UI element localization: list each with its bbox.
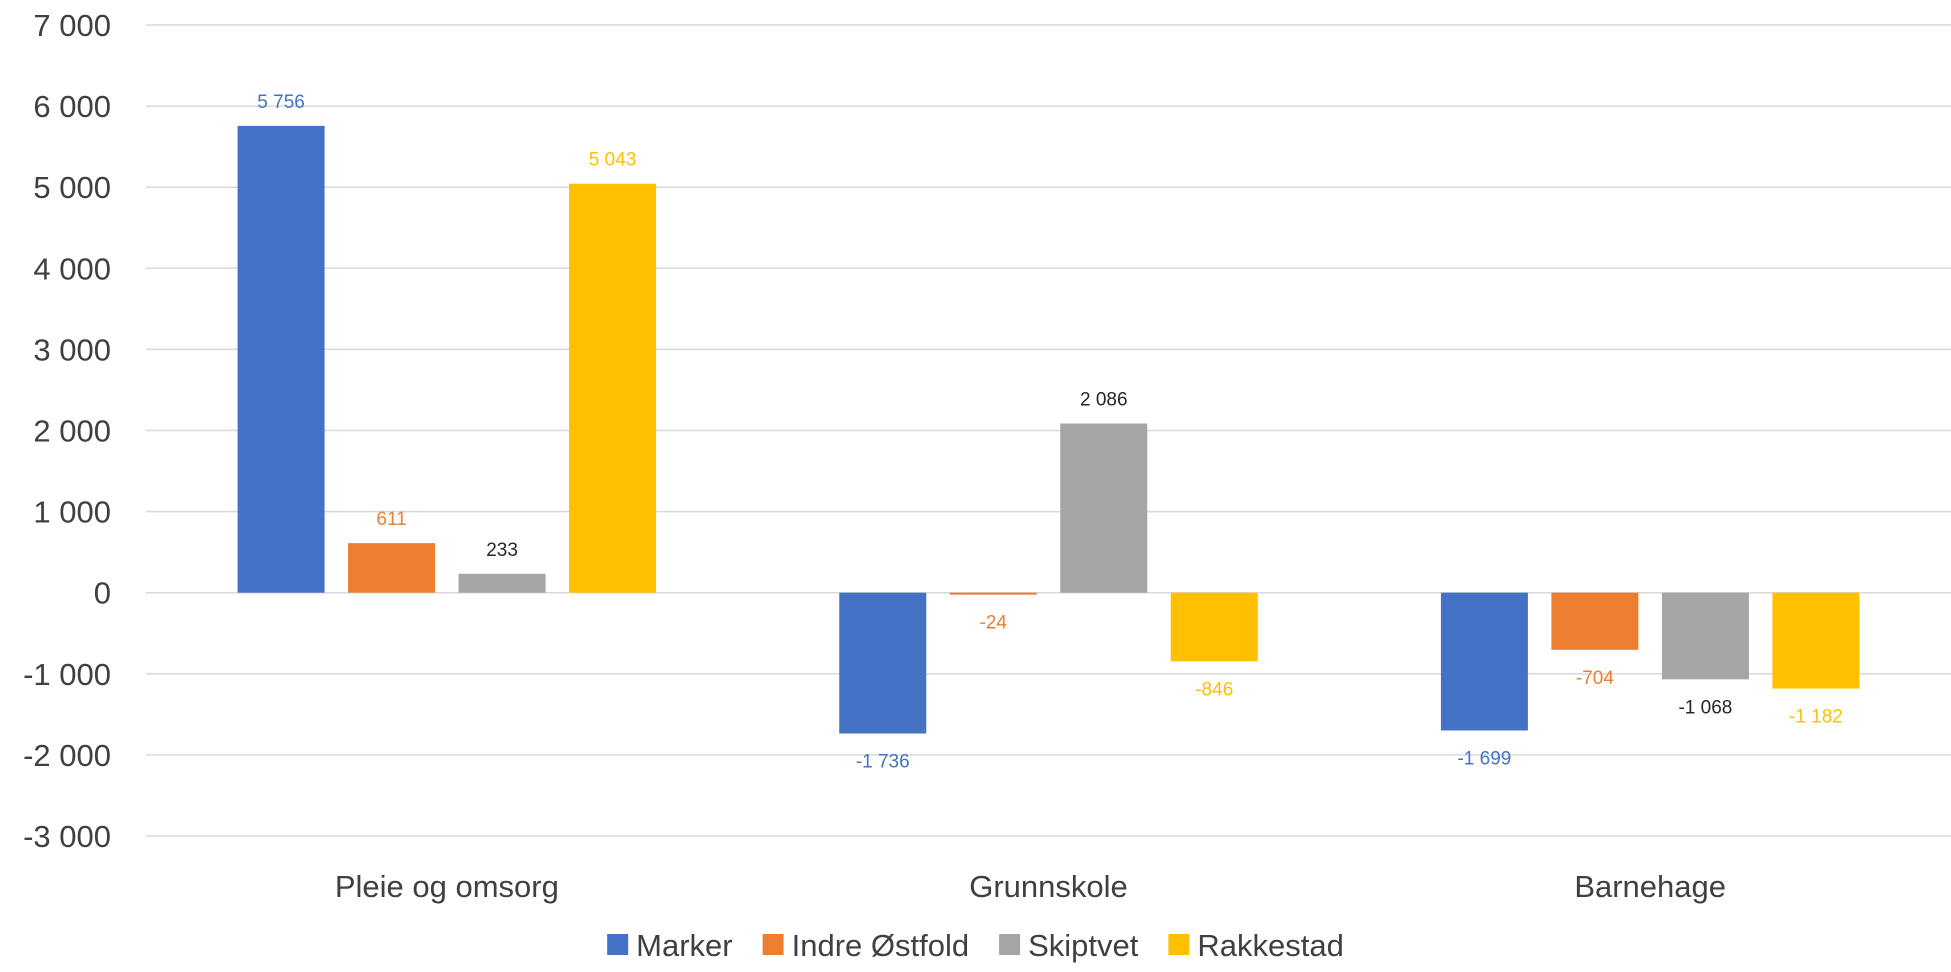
gridlines [146, 24, 1951, 837]
y-tick-label: 2 000 [33, 414, 111, 449]
bar-marker-pleie-og-omsorg [237, 125, 325, 593]
y-tick-label: 7 000 [33, 8, 111, 43]
legend-item-marker: Marker [607, 928, 733, 963]
y-tick-label: 6 000 [33, 89, 111, 124]
x-tick-label: Grunnskole [969, 869, 1128, 904]
y-tick-label: 1 000 [33, 495, 111, 530]
data-label-rakkestad-barnehage: -1 182 [1789, 707, 1843, 728]
y-tick-label: -2 000 [23, 738, 111, 773]
data-label-marker-barnehage: -1 699 [1457, 748, 1511, 769]
y-tick-label: 5 000 [33, 170, 111, 205]
data-label-rakkestad-grunnskole: -846 [1195, 679, 1233, 700]
legend-label: Rakkestad [1197, 928, 1343, 963]
bar-skiptvet-barnehage [1661, 592, 1749, 680]
data-label-marker-pleie-og-omsorg: 5 756 [257, 92, 305, 113]
x-tick-label: Barnehage [1574, 869, 1726, 904]
data-label-indre-stfold-pleie-og-omsorg: 611 [376, 509, 406, 530]
legend-item-indre-stfold: Indre Østfold [762, 928, 969, 963]
bar-rakkestad-pleie-og-omsorg [569, 183, 657, 593]
bar-marker-grunnskole [839, 592, 927, 734]
bar-skiptvet-pleie-og-omsorg [458, 573, 546, 593]
data-label-indre-stfold-grunnskole: -24 [980, 613, 1008, 634]
data-label-indre-stfold-barnehage: -704 [1576, 668, 1614, 689]
bars [237, 125, 1860, 734]
bar-indre-stfold-pleie-og-omsorg [348, 543, 436, 593]
legend-swatch [999, 934, 1021, 955]
y-tick-label: 0 [94, 576, 111, 611]
bar-rakkestad-barnehage [1772, 592, 1860, 689]
data-label-skiptvet-pleie-og-omsorg: 233 [486, 540, 518, 561]
bar-skiptvet-grunnskole [1060, 423, 1148, 593]
legend-swatch [1168, 934, 1190, 955]
legend-item-rakkestad: Rakkestad [1168, 928, 1344, 963]
y-tick-label: -3 000 [23, 819, 111, 854]
y-tick-label: 3 000 [33, 332, 111, 367]
data-labels: 5 756 611 233 5 043 -1 736 -24 2 086 -846 -1 699… [257, 92, 1843, 773]
y-tick-label: 4 000 [33, 251, 111, 286]
data-label-skiptvet-barnehage: -1 068 [1678, 697, 1732, 718]
x-axis-ticks: Pleie og omsorg Grunnskole Barnehage [335, 869, 1726, 904]
legend-item-skiptvet: Skiptvet [999, 928, 1139, 963]
legend-swatch [607, 934, 629, 955]
data-label-marker-grunnskole: -1 736 [856, 751, 910, 772]
bar-indre-stfold-grunnskole [949, 592, 1037, 595]
data-label-skiptvet-grunnskole: 2 086 [1080, 390, 1128, 411]
bar-indre-stfold-barnehage [1551, 592, 1639, 650]
x-tick-label: Pleie og omsorg [335, 869, 559, 904]
legend-label: Skiptvet [1028, 928, 1139, 963]
data-label-rakkestad-pleie-og-omsorg: 5 043 [589, 150, 637, 171]
legend-label: Marker [636, 928, 732, 963]
y-axis-ticks: 7 000 6 000 5 000 4 000 3 000 2 000 1 000 0 -1 0… [23, 8, 111, 854]
bar-marker-barnehage [1440, 592, 1528, 731]
legend-swatch [762, 934, 784, 955]
legend-label: Indre Østfold [792, 928, 969, 963]
y-tick-label: -1 000 [23, 657, 111, 692]
bar-rakkestad-grunnskole [1170, 592, 1258, 662]
legend: Marker Indre Østfold Skiptvet Rakkestad [607, 928, 1344, 963]
